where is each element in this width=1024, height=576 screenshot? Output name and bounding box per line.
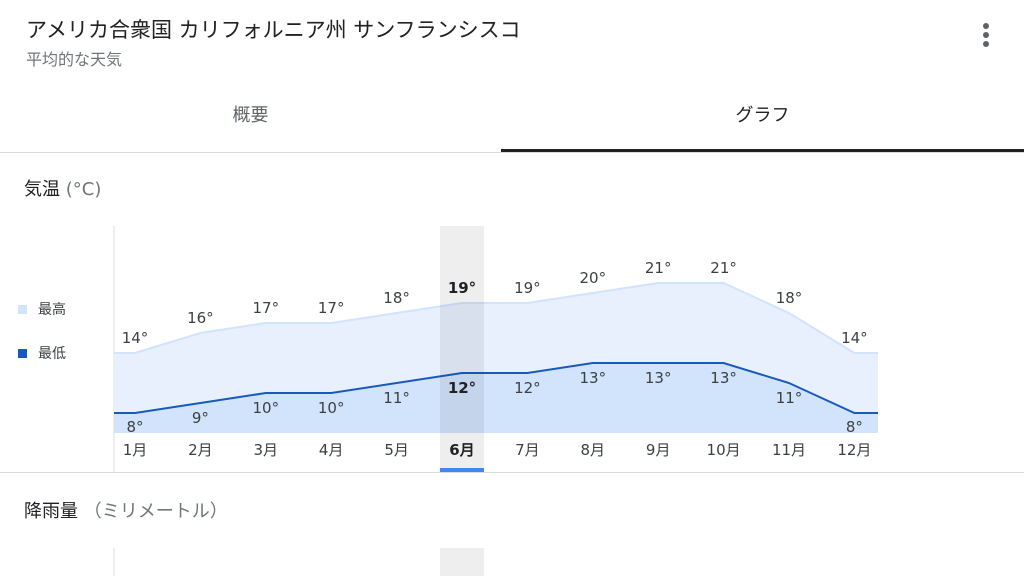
- high-temp-label: 20°: [580, 269, 607, 287]
- x-axis-tick-label: 2月: [188, 441, 213, 459]
- temperature-title: 気温: [24, 179, 60, 200]
- high-temp-label: 14°: [122, 329, 149, 347]
- active-tab-indicator: [501, 149, 1024, 152]
- x-axis-tick-label: 3月: [254, 441, 279, 459]
- selected-month-indicator: [440, 468, 484, 472]
- x-axis-tick-label: 9月: [646, 441, 671, 459]
- low-temp-label: 10°: [253, 399, 280, 417]
- location-title: アメリカ合衆国 カリフォルニア州 サンフランシスコ: [26, 18, 521, 42]
- x-axis-tick-label: 4月: [319, 441, 344, 459]
- x-axis-tick-label: 11月: [772, 441, 806, 459]
- high-temp-label: 19°: [448, 279, 476, 297]
- more-vert-icon[interactable]: [972, 20, 1000, 50]
- low-temp-label: 12°: [514, 379, 541, 397]
- legend-label-high: 最高: [38, 302, 66, 318]
- x-axis-tick-label: 1月: [123, 441, 148, 459]
- precipitation-title: 降雨量: [24, 501, 78, 522]
- high-temp-label: 17°: [318, 299, 345, 317]
- high-temp-label: 14°: [841, 329, 868, 347]
- low-temp-label: 10°: [318, 399, 345, 417]
- low-temp-label: 13°: [710, 369, 737, 387]
- legend-label-low: 最低: [38, 346, 66, 362]
- x-axis-tick-label: 12月: [837, 441, 871, 459]
- temperature-section-title: 気温 (°C): [24, 175, 101, 201]
- page-subtitle: 平均的な天気: [26, 50, 123, 69]
- x-axis-tick-label: 5月: [384, 441, 409, 459]
- x-axis-tick-label: 7月: [515, 441, 540, 459]
- low-temp-label: 8°: [846, 418, 863, 436]
- legend-item-low: 最低: [18, 343, 66, 363]
- tab-overview[interactable]: 概要: [232, 105, 269, 126]
- low-temp-label: 9°: [192, 409, 209, 427]
- x-axis-tick-label: 8月: [581, 441, 606, 459]
- section-divider: [0, 472, 1024, 473]
- x-axis-tick-label: 10月: [707, 441, 741, 459]
- high-temp-label: 18°: [383, 289, 410, 307]
- x-axis-tick-label: 6月: [449, 441, 474, 459]
- low-temp-label: 13°: [580, 369, 607, 387]
- legend-swatch-high: [18, 304, 27, 314]
- low-temp-line: [114, 362, 878, 414]
- low-temp-label: 8°: [126, 418, 143, 436]
- low-temp-label: 13°: [645, 369, 672, 387]
- legend-item-high: 最高: [18, 299, 66, 319]
- legend-swatch-low: [18, 348, 27, 358]
- low-temp-label: 11°: [383, 389, 410, 407]
- tab-bar: 概要 グラフ: [0, 88, 1024, 153]
- high-temp-line: [114, 282, 878, 354]
- high-temp-label: 17°: [253, 299, 280, 317]
- precipitation-unit: （ミリメートル）: [83, 501, 228, 522]
- high-temp-label: 18°: [776, 289, 803, 307]
- temperature-unit: (°C): [65, 179, 102, 200]
- precip-selected-month-highlight: [440, 548, 484, 576]
- precipitation-section-title: 降雨量 （ミリメートル）: [24, 497, 228, 523]
- high-temp-label: 21°: [645, 259, 672, 277]
- high-temp-label: 19°: [514, 279, 541, 297]
- low-temp-label: 12°: [448, 379, 476, 397]
- low-temp-label: 11°: [776, 389, 803, 407]
- precipitation-chart: [113, 548, 484, 576]
- low-temp-area: [114, 363, 878, 433]
- selected-month-highlight: [440, 226, 484, 472]
- app-header: アメリカ合衆国 カリフォルニア州 サンフランシスコ 平均的な天気: [0, 0, 1024, 80]
- tab-graph[interactable]: グラフ: [735, 105, 790, 126]
- high-temp-label: 21°: [710, 259, 737, 277]
- temperature-chart: 14° 8° 1月 16° 9° 2月 17° 10° 3月 17° 10° 4月 18° 11° 5月 19…: [113, 226, 878, 472]
- high-temp-label: 16°: [187, 309, 214, 327]
